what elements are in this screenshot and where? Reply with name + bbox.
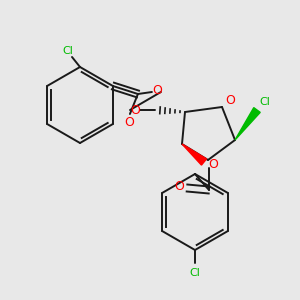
Text: O: O [174, 181, 184, 194]
Text: Cl: Cl [63, 46, 74, 56]
Text: O: O [225, 94, 235, 107]
Text: O: O [152, 85, 162, 98]
Polygon shape [182, 144, 206, 165]
Text: O: O [124, 116, 134, 128]
Text: O: O [130, 103, 140, 116]
Text: Cl: Cl [260, 97, 270, 107]
Polygon shape [235, 108, 260, 140]
Text: Cl: Cl [190, 268, 200, 278]
Text: O: O [208, 158, 218, 170]
